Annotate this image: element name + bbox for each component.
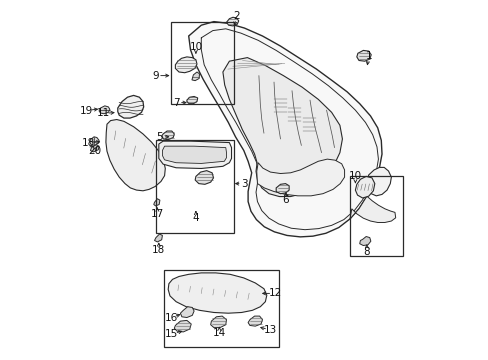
Polygon shape (175, 57, 197, 73)
Text: 9: 9 (152, 71, 158, 81)
Polygon shape (106, 120, 165, 191)
Polygon shape (356, 50, 370, 61)
Polygon shape (90, 145, 99, 152)
Text: 3: 3 (241, 179, 247, 189)
Polygon shape (359, 237, 370, 246)
Text: 18: 18 (81, 138, 95, 148)
Text: 13: 13 (264, 325, 277, 335)
Polygon shape (192, 72, 199, 81)
Polygon shape (276, 184, 288, 194)
Text: 2: 2 (233, 11, 240, 21)
Bar (156, 140, 233, 233)
Text: 10: 10 (348, 171, 361, 181)
Polygon shape (89, 137, 99, 145)
Text: 18: 18 (152, 245, 165, 255)
Polygon shape (153, 199, 160, 206)
Polygon shape (188, 22, 381, 237)
Polygon shape (366, 167, 390, 196)
Polygon shape (247, 316, 262, 326)
Text: 5: 5 (156, 132, 163, 142)
Text: 16: 16 (164, 313, 177, 323)
Polygon shape (162, 131, 174, 140)
Polygon shape (226, 17, 238, 26)
Polygon shape (159, 141, 231, 168)
Text: 6: 6 (282, 195, 288, 205)
Text: 10: 10 (189, 42, 202, 52)
Text: 17: 17 (150, 209, 163, 219)
Text: 19: 19 (80, 105, 93, 116)
Bar (349, 176, 402, 256)
Text: 8: 8 (363, 247, 369, 257)
Text: 4: 4 (192, 213, 199, 223)
Polygon shape (186, 96, 197, 104)
Polygon shape (162, 146, 226, 163)
Polygon shape (349, 196, 395, 222)
Polygon shape (174, 320, 191, 332)
Text: 7: 7 (172, 98, 179, 108)
Polygon shape (355, 176, 374, 198)
Text: 15: 15 (165, 329, 178, 339)
Text: 11: 11 (97, 108, 110, 118)
Polygon shape (180, 307, 194, 318)
Polygon shape (118, 95, 143, 118)
Bar (170, 22, 233, 104)
Polygon shape (99, 106, 110, 114)
Text: 14: 14 (212, 328, 225, 338)
Polygon shape (210, 316, 226, 328)
Polygon shape (154, 234, 162, 242)
Text: 1: 1 (365, 51, 371, 61)
Polygon shape (256, 159, 344, 196)
Polygon shape (195, 171, 213, 184)
Polygon shape (168, 273, 266, 313)
Polygon shape (223, 58, 342, 197)
Text: 20: 20 (88, 146, 101, 156)
Text: 12: 12 (268, 288, 281, 298)
Bar (163, 270, 278, 347)
